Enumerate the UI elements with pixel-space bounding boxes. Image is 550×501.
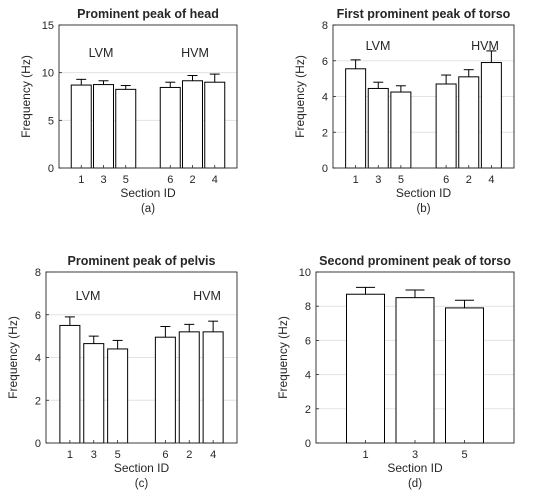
x-tick-label: 4: [210, 449, 216, 461]
y-tick-label: 2: [305, 404, 311, 416]
plot-frame: [332, 24, 515, 169]
y-tick-label: 4: [305, 370, 311, 382]
group-label: LVM: [366, 39, 391, 53]
group-label: HVM: [471, 39, 499, 53]
y-tick-label: 8: [305, 301, 311, 313]
x-axis-label: Section ID: [120, 186, 176, 200]
bar: [59, 324, 81, 444]
y-tick-label: 10: [42, 68, 54, 80]
plot-frame: [58, 24, 238, 169]
chart-title: First prominent peak of torso: [337, 7, 511, 21]
y-tick-label: 15: [42, 20, 54, 32]
x-axis-label: Section ID: [114, 461, 170, 475]
chart-panel-a: 0 5 10 15 1 3 5 6 2 4 LVM HVM Prominent peak of head…: [19, 7, 238, 215]
bar: [159, 86, 181, 169]
x-tick-label: 4: [212, 174, 218, 186]
subfigure-caption: (d): [408, 478, 422, 490]
x-axis-label: Section ID: [387, 461, 443, 475]
x-tick-label: 3: [412, 449, 418, 461]
x-tick-label: 5: [123, 174, 129, 186]
plot-frame: [315, 271, 515, 444]
subfigure-caption: (b): [416, 203, 430, 215]
bar: [367, 87, 389, 169]
bar: [115, 88, 137, 169]
x-tick-label: 5: [115, 449, 121, 461]
x-tick-label: 6: [443, 174, 449, 186]
y-tick-label: 4: [35, 353, 41, 365]
bar: [182, 80, 203, 169]
group-label: LVM: [76, 289, 101, 303]
bar: [154, 336, 176, 444]
y-axis-label: Frequency (Hz): [293, 55, 307, 138]
y-tick-label: 0: [48, 163, 54, 175]
x-tick-label: 5: [461, 449, 467, 461]
chart-title: Prominent peak of head: [77, 7, 219, 21]
x-tick-label: 2: [189, 174, 195, 186]
x-tick-label: 2: [466, 174, 472, 186]
y-tick-label: 6: [322, 56, 328, 68]
chart-title: Second prominent peak of torso: [319, 254, 511, 268]
bar: [70, 84, 92, 169]
y-tick-label: 2: [35, 395, 41, 407]
bar: [93, 84, 114, 169]
x-tick-label: 5: [398, 174, 404, 186]
bar: [107, 348, 129, 444]
x-axis-label: Section ID: [396, 186, 452, 200]
y-axis-label: Frequency (Hz): [19, 55, 33, 138]
subfigure-caption: (c): [135, 478, 149, 490]
y-tick-label: 5: [48, 115, 54, 127]
y-axis-label: Frequency (Hz): [276, 316, 290, 399]
bar: [435, 83, 457, 169]
x-tick-label: 3: [375, 174, 381, 186]
bar: [204, 81, 226, 169]
y-tick-label: 6: [305, 335, 311, 347]
x-tick-label: 1: [78, 174, 84, 186]
chart-panel-b: 0 2 4 6 8 1 3 5 6 2 4 LVM HVM First prominent peak of…: [293, 7, 515, 215]
bar: [390, 91, 412, 169]
bar: [480, 62, 502, 169]
y-tick-label: 8: [35, 267, 41, 279]
y-tick-label: 0: [35, 438, 41, 450]
y-tick-label: 0: [322, 163, 328, 175]
x-tick-label: 6: [162, 449, 168, 461]
group-label: LVM: [89, 46, 114, 60]
y-tick-label: 8: [322, 20, 328, 32]
y-axis-label: Frequency (Hz): [6, 316, 20, 399]
bar: [83, 343, 105, 444]
y-tick-label: 4: [322, 92, 328, 104]
y-tick-label: 10: [299, 267, 311, 279]
x-tick-label: 1: [362, 449, 368, 461]
y-tick-label: 2: [322, 127, 328, 139]
x-tick-label: 6: [167, 174, 173, 186]
chart-panel-d: 0 2 4 6 8 10 1 3 5 Second prominent peak of torso…: [276, 254, 515, 490]
y-tick-label: 0: [305, 438, 311, 450]
bar: [445, 307, 484, 444]
bar: [178, 331, 200, 444]
chart-title: Prominent peak of pelvis: [68, 254, 216, 268]
x-tick-label: 1: [67, 449, 73, 461]
bar: [345, 68, 367, 169]
x-tick-label: 1: [353, 174, 359, 186]
x-tick-label: 3: [91, 449, 97, 461]
group-label: HVM: [193, 289, 221, 303]
subfigure-caption: (a): [141, 203, 155, 215]
x-tick-label: 3: [100, 174, 106, 186]
x-tick-label: 4: [488, 174, 494, 186]
bar: [346, 293, 385, 444]
bar: [395, 297, 435, 444]
plot-frame: [45, 271, 238, 444]
bar: [458, 76, 480, 169]
bar: [202, 331, 224, 444]
y-tick-label: 6: [35, 310, 41, 322]
x-tick-label: 2: [186, 449, 192, 461]
chart-panel-c: 0 2 4 6 8 1 3 5 6 2 4 LVM HVM Prominent peak of pelvi…: [6, 254, 238, 490]
group-label: HVM: [181, 46, 209, 60]
